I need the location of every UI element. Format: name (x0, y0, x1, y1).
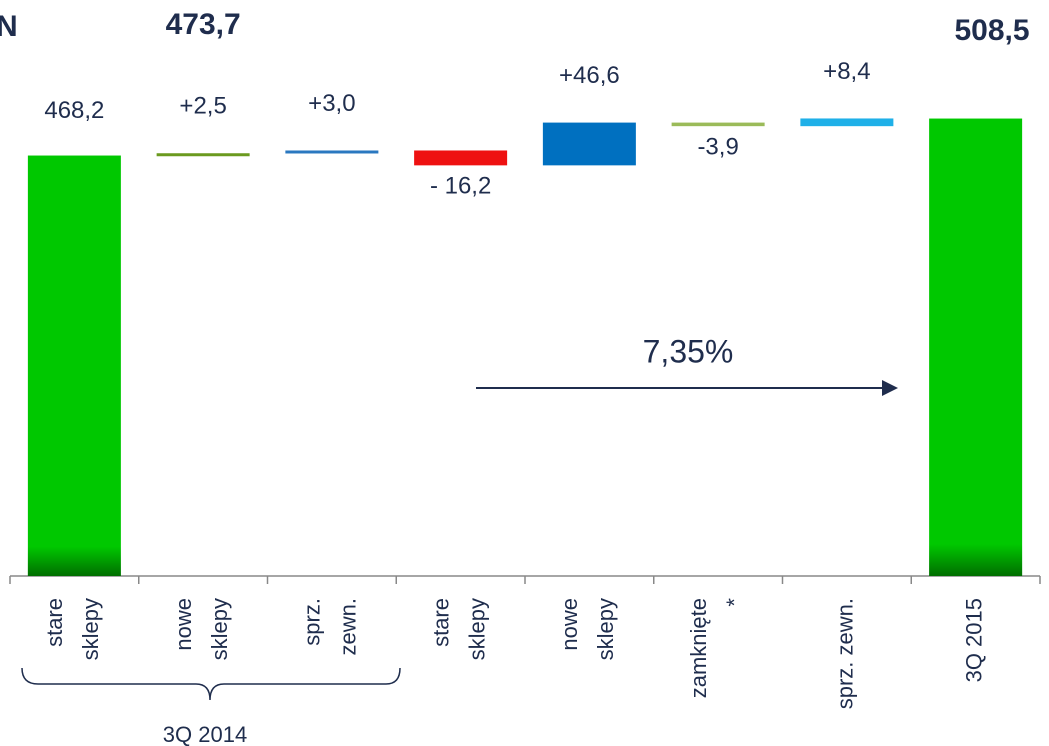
x-tick-label: sprz. zewn. (833, 598, 858, 709)
x-tick-label: nowe (171, 598, 196, 651)
x-tick-label: sklepy (78, 598, 103, 660)
subtotal-label: 473,7 (166, 8, 241, 41)
x-tick-label: sklepy (593, 598, 618, 660)
x-tick-label: sprz. (300, 598, 325, 646)
group-label: 3Q 2014 (163, 722, 247, 746)
x-tick-label: stare (42, 598, 67, 647)
value-label: - 16,2 (430, 173, 491, 200)
x-tick-label: 3Q 2015 (961, 598, 986, 682)
growth-label: 7,35% (643, 333, 734, 369)
x-tick-label: * (722, 598, 747, 607)
x-tick-label: stare (428, 598, 453, 647)
bar (414, 150, 508, 166)
bar (542, 122, 636, 166)
bar (800, 118, 894, 127)
bar (156, 153, 250, 157)
value-label: +2,5 (179, 93, 226, 120)
value-label: +46,6 (559, 62, 620, 89)
x-tick-label: zewn. (336, 598, 361, 655)
value-label: 468,2 (44, 97, 104, 124)
x-tick-label: zamknięte (686, 598, 711, 698)
bar (285, 150, 379, 154)
group-brace (21, 667, 401, 701)
bar-shade (27, 155, 121, 576)
total-label: 508,5 (954, 14, 1029, 47)
value-label: +3,0 (308, 90, 355, 117)
chart-title: N (0, 10, 18, 43)
value-label: -3,9 (697, 134, 738, 161)
bar-shade (929, 118, 1023, 576)
bar (671, 122, 765, 127)
growth-arrowhead (882, 380, 898, 396)
x-tick-label: sklepy (464, 598, 489, 660)
x-tick-label: nowe (557, 598, 582, 651)
x-tick-label: sklepy (207, 598, 232, 660)
value-label: +8,4 (823, 58, 870, 85)
